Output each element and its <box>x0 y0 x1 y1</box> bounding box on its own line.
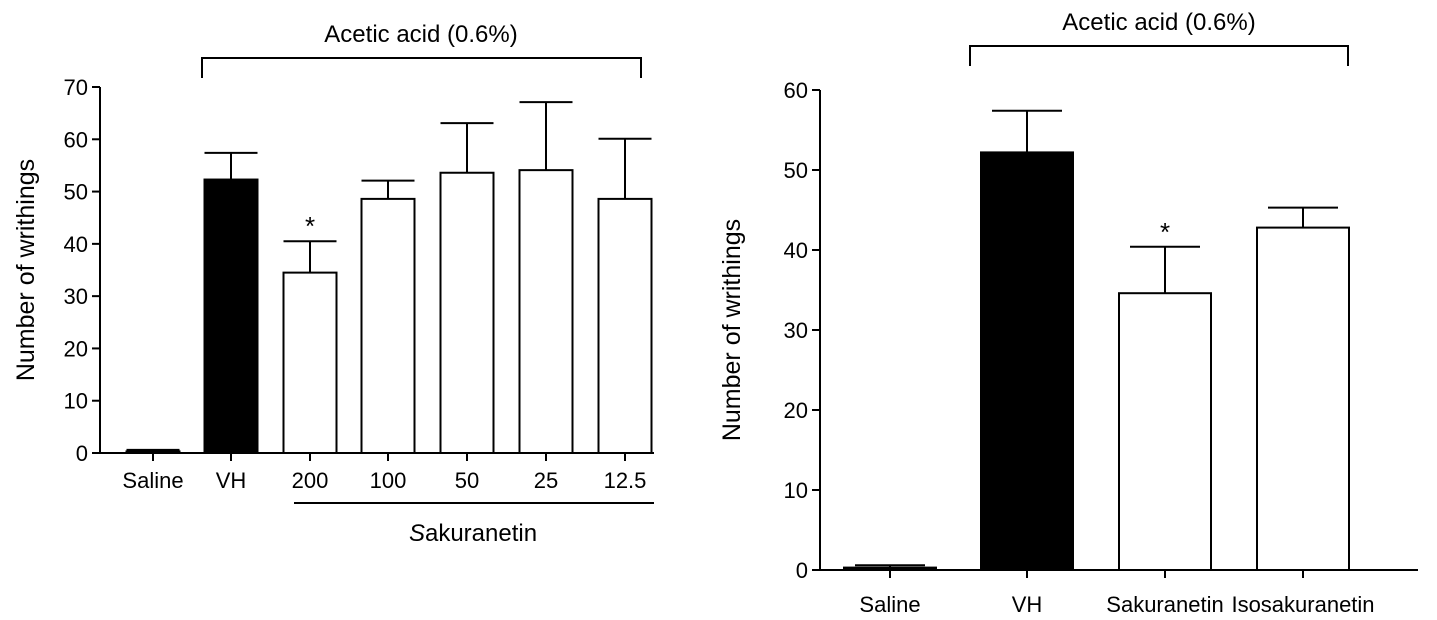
y-tick-label: 0 <box>76 441 88 466</box>
x-tick-label: VH <box>1012 592 1043 617</box>
y-tick-label: 40 <box>784 238 808 263</box>
bar-chart-left: Number of writhings Acetic acid (0.6%) S… <box>12 21 654 547</box>
x-tick-label: 12.5 <box>604 468 647 493</box>
acetic-acid-bracket <box>201 57 642 78</box>
sakuranetin-group-label: Sakuranetin <box>409 520 537 547</box>
y-axis-title: Number of writhings <box>718 219 746 441</box>
y-axis-title-text: Number of writhings <box>718 219 746 441</box>
group-label-italic: S <box>409 520 425 547</box>
significance-marker: * <box>305 211 315 241</box>
x-tick-label: VH <box>216 468 247 493</box>
y-tick-label: 30 <box>64 284 88 309</box>
y-tick-label: 50 <box>784 158 808 183</box>
y-axis-title: Number of writhings <box>12 159 40 381</box>
bar-200 <box>282 271 338 454</box>
acetic-acid-bracket <box>969 45 1349 66</box>
y-tick-label: 70 <box>64 75 88 100</box>
acetic-acid-label: Acetic acid (0.6%) <box>1062 9 1255 36</box>
y-tick-label: 20 <box>64 336 88 361</box>
x-tick-label: 100 <box>370 468 407 493</box>
y-tick-label: 60 <box>784 78 808 103</box>
y-tick-label: 30 <box>784 318 808 343</box>
x-tick-label: 200 <box>292 468 329 493</box>
x-tick-label: 50 <box>455 468 479 493</box>
y-tick-label: 10 <box>64 389 88 414</box>
acetic-acid-label: Acetic acid (0.6%) <box>324 21 517 48</box>
group-label-rest: akuranetin <box>425 520 537 547</box>
y-tick-label: 50 <box>64 180 88 205</box>
y-tick-label: 20 <box>784 398 808 423</box>
x-tick-label: Saline <box>122 468 183 493</box>
x-tick-label: Sakuranetin <box>1106 592 1223 617</box>
y-tick-label: 60 <box>64 127 88 152</box>
bar-vh <box>980 151 1074 571</box>
bar-chart-right: Number of writhings Acetic acid (0.6%) 0… <box>718 9 1418 617</box>
bar-sakuranetin <box>1118 292 1212 571</box>
bar-100 <box>360 197 416 454</box>
bar-isosakuranetin <box>1256 226 1350 571</box>
significance-marker: * <box>1160 217 1170 247</box>
bar-25 <box>518 169 574 455</box>
x-tick-label: 25 <box>534 468 558 493</box>
bar-saline <box>843 566 937 571</box>
bar-50 <box>439 171 495 454</box>
bar-vh <box>203 178 259 454</box>
x-tick-label: Saline <box>859 592 920 617</box>
y-tick-label: 0 <box>796 558 808 583</box>
bar-saline <box>125 450 181 454</box>
bar-12-5 <box>597 197 653 454</box>
y-tick-label: 40 <box>64 232 88 257</box>
y-axis-title-text: Number of writhings <box>12 159 40 381</box>
y-tick-label: 10 <box>784 478 808 503</box>
x-tick-label: Isosakuranetin <box>1231 592 1374 617</box>
